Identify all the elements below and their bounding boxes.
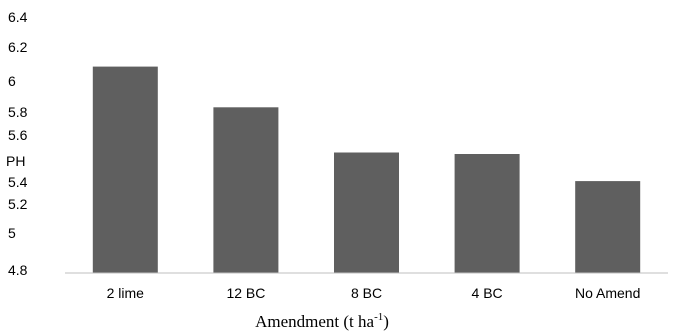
bar — [334, 152, 399, 273]
x-tick-label: No Amend — [575, 285, 640, 301]
y-tick-label: 4.8 — [8, 262, 28, 278]
y-tick-label: 5 — [8, 225, 16, 241]
x-axis-label-superscript: -1 — [374, 311, 383, 323]
y-tick-label: 5.6 — [8, 127, 28, 143]
y-tick-label: 5.4 — [8, 174, 28, 190]
bars — [92, 66, 641, 273]
x-axis-ticks: 2 lime 12 BC 8 BC 4 BC No Amend — [107, 285, 641, 301]
x-tick-label: 4 BC — [472, 285, 503, 301]
y-tick-label: 5.8 — [8, 104, 28, 120]
y-axis-label: PH — [6, 153, 25, 169]
bar — [213, 107, 279, 273]
y-tick-label: 6.4 — [8, 9, 28, 25]
y-tick-label: 5.2 — [8, 196, 28, 212]
x-tick-label: 8 BC — [351, 285, 382, 301]
x-axis-label-tail: ) — [383, 312, 389, 331]
y-tick-label: 6.2 — [8, 39, 28, 55]
x-tick-label: 12 BC — [226, 285, 265, 301]
bar — [575, 181, 641, 273]
x-tick-label: 2 lime — [107, 285, 145, 301]
bar — [92, 66, 158, 273]
y-axis-ticks: 6.4 6.2 6 5.8 5.6 5.4 5.2 5 4.8 — [8, 9, 28, 278]
x-axis-label: Amendment (t ha-1) — [255, 311, 389, 331]
y-tick-label: 6 — [8, 73, 16, 89]
x-axis-label-text: Amendment (t ha — [255, 312, 374, 331]
bar — [454, 154, 520, 273]
